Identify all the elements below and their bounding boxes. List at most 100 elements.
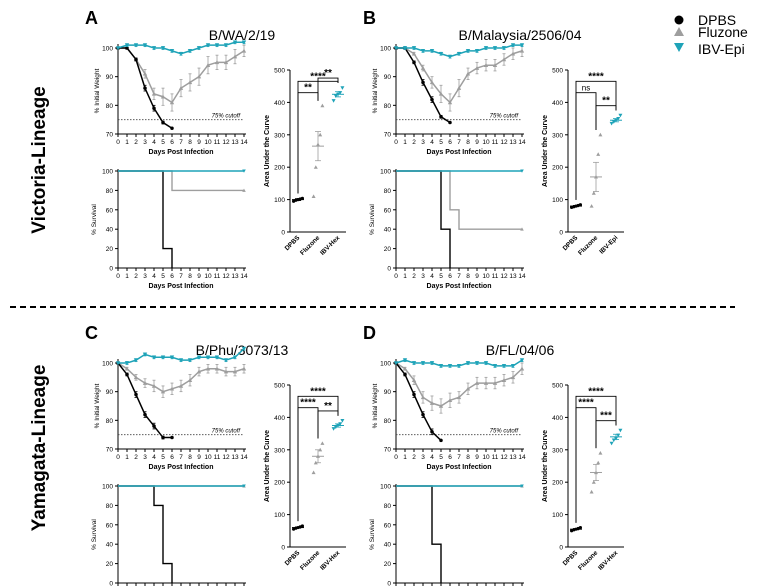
- weight-point: [483, 46, 489, 51]
- legend-label-fluzone: Fluzone: [698, 24, 748, 40]
- weight-point: [160, 94, 166, 99]
- auc-y-tick-label: 200: [552, 165, 563, 172]
- survival-y-tick-label: 0: [109, 581, 113, 588]
- weight-point: [152, 424, 156, 428]
- auc-significance-bracket: [595, 420, 617, 449]
- auc-significance-bracket: [297, 92, 319, 194]
- survival-x-tick-label: 1: [403, 273, 407, 280]
- weight-x-tick-label: 5: [439, 454, 443, 461]
- survival-y-tick-label: 80: [384, 503, 392, 510]
- weight-point: [420, 395, 426, 400]
- weight-point: [205, 366, 211, 371]
- weight-cutoff-label: 75% cutoff: [212, 429, 242, 435]
- auc-chart: 0 100 200 300 400 500 Area Under the Curve DPBS…: [264, 383, 346, 572]
- legend-marker-ibv-epi: [674, 43, 684, 52]
- auc-y-tick-label: 200: [274, 480, 285, 487]
- auc-point-ibv-hex: [340, 86, 345, 90]
- auc-significance-bracket: [575, 407, 597, 523]
- weight-point: [456, 395, 462, 400]
- weight-point: [447, 398, 453, 403]
- weight-x-tick-label: 14: [240, 454, 248, 461]
- weight-point: [214, 60, 220, 65]
- weight-point: [474, 49, 480, 54]
- weight-x-tick-label: 14: [518, 139, 526, 146]
- weight-point: [196, 369, 202, 374]
- weight-point: [196, 355, 202, 360]
- weight-x-tick-label: 0: [116, 139, 120, 146]
- weight-x-tick-label: 0: [394, 454, 398, 461]
- weight-x-tick-label: 10: [482, 139, 490, 146]
- weight-x-tick-label: 0: [394, 139, 398, 146]
- weight-point: [456, 51, 462, 56]
- survival-line-fluzone: [118, 170, 244, 192]
- survival-y-tick-label: 60: [106, 207, 114, 214]
- survival-x-tick-label: 1: [125, 273, 129, 280]
- survival-y-tick-label: 100: [380, 484, 391, 491]
- weight-point: [124, 361, 130, 366]
- survival-y-label: % Survival: [91, 519, 98, 550]
- weight-point: [411, 51, 417, 56]
- auc-point-ibv-hex: [331, 99, 336, 103]
- weight-point: [134, 392, 138, 397]
- survival-end-point: [242, 188, 246, 192]
- weight-point: [125, 46, 129, 50]
- weight-point: [420, 361, 426, 366]
- survival-end-point: [242, 484, 246, 488]
- weight-x-tick-label: 0: [116, 454, 120, 461]
- weight-series-dpbs: [394, 46, 452, 125]
- weight-point: [421, 80, 425, 85]
- weight-point: [474, 380, 480, 385]
- auc-y-tick-label: 500: [274, 68, 285, 75]
- weight-y-tick-label: 90: [106, 74, 114, 81]
- weight-y-label: % Initial Weight: [94, 383, 101, 428]
- weight-x-tick-label: 10: [204, 454, 212, 461]
- survival-end-point: [242, 169, 246, 173]
- weight-point: [412, 60, 416, 65]
- weight-point: [160, 46, 166, 51]
- auc-point-fluzone: [318, 132, 323, 137]
- weight-y-tick-label: 80: [106, 103, 114, 110]
- weight-line-dpbs: [395, 362, 442, 441]
- survival-x-tick-label: 6: [170, 273, 174, 280]
- survival-x-tick-label: 5: [439, 273, 443, 280]
- weight-x-tick-label: 7: [179, 139, 183, 146]
- survival-x-tick-label: 4: [152, 273, 156, 280]
- auc-category-label-0: DPBS: [284, 549, 302, 567]
- weight-x-label: Days Post Infection: [427, 464, 492, 471]
- weight-point: [402, 46, 408, 51]
- weight-x-tick-label: 6: [170, 139, 174, 146]
- weight-x-tick-label: 13: [231, 454, 239, 461]
- survival-x-tick-label: 14: [240, 273, 248, 280]
- survival-x-tick-label: 2: [134, 273, 138, 280]
- weight-point: [448, 120, 452, 125]
- legend-marker-fluzone: [674, 27, 684, 36]
- weight-point: [170, 435, 174, 440]
- survival-x-tick-label: 7: [457, 273, 461, 280]
- weight-point: [187, 49, 193, 54]
- weight-point: [411, 378, 417, 382]
- weight-y-tick-label: 70: [106, 447, 114, 454]
- weight-point: [483, 63, 489, 67]
- weight-x-tick-label: 4: [430, 454, 434, 461]
- weight-y-tick-label: 80: [384, 418, 392, 425]
- weight-x-tick-label: 2: [412, 454, 416, 461]
- weight-y-tick-label: 100: [102, 46, 113, 53]
- survival-y-tick-label: 0: [387, 266, 391, 273]
- weight-point: [430, 97, 434, 102]
- weight-x-tick-label: 3: [421, 454, 425, 461]
- auc-significance-label: ns: [582, 84, 590, 93]
- weight-point: [214, 43, 220, 48]
- weight-x-tick-label: 13: [231, 139, 239, 146]
- survival-x-tick-label: 10: [204, 273, 212, 280]
- weight-point: [420, 49, 426, 54]
- weight-point: [492, 380, 498, 385]
- auc-point-dpbs: [300, 524, 304, 528]
- weight-x-tick-label: 4: [152, 139, 156, 146]
- survival-y-tick-label: 40: [384, 227, 392, 234]
- auc-y-tick-label: 400: [274, 415, 285, 422]
